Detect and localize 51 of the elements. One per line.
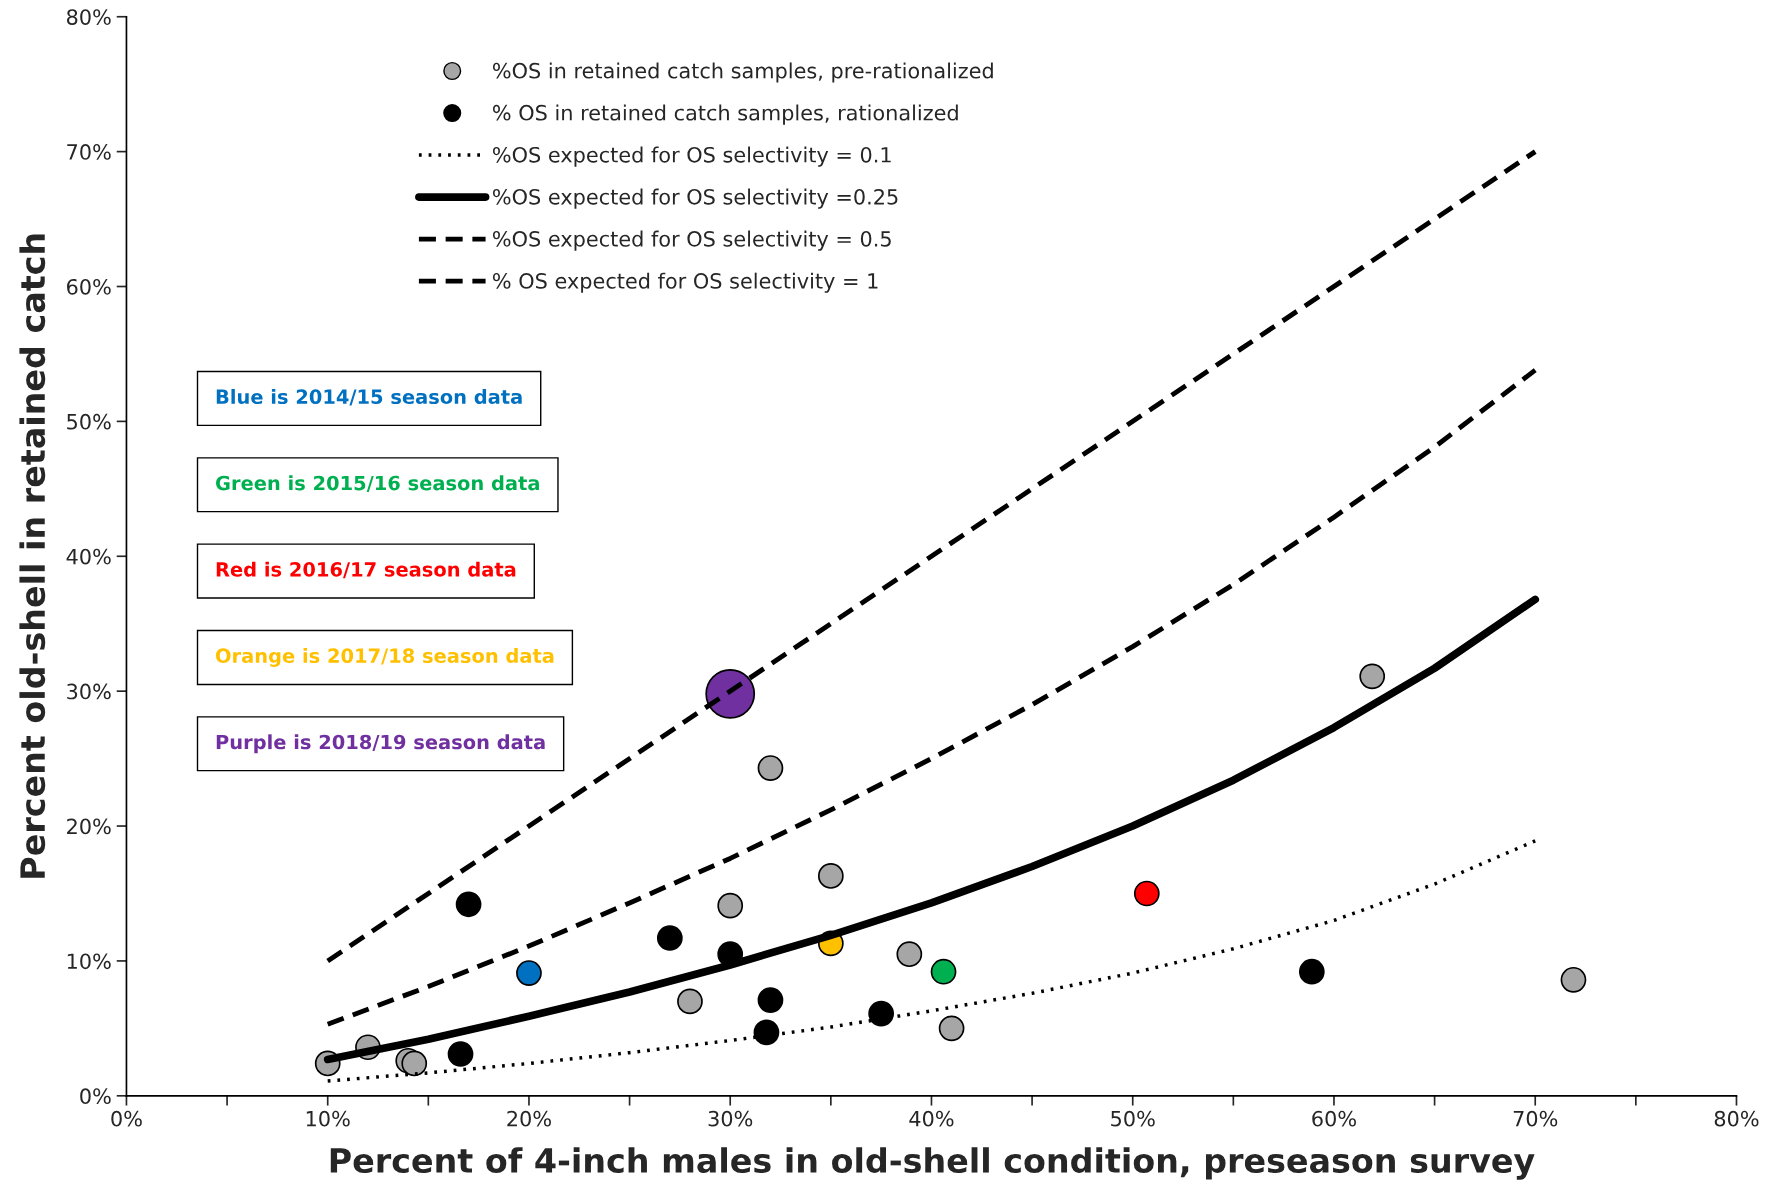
line-series: [325, 839, 1537, 1083]
text: Blue is 2014/15 season data: [216, 389, 522, 406]
y-tick-label: 10%: [67, 953, 111, 970]
legend-label: % OS in retained catch samples, rationalized: [492, 104, 958, 125]
x-tick-label: 50%: [1111, 1110, 1155, 1127]
point: [753, 1019, 780, 1046]
point: [757, 755, 784, 781]
x-tick-label: 80%: [1714, 1110, 1759, 1127]
text: Red is 2016/17 season data: [216, 561, 516, 579]
x-tick-label: 60%: [1312, 1110, 1356, 1127]
point: [930, 958, 957, 985]
point: [447, 1041, 474, 1067]
point: [401, 1050, 428, 1077]
x-tick-label: 10%: [306, 1110, 350, 1127]
x-tick-label: 20%: [507, 1110, 551, 1127]
point: [1359, 663, 1386, 690]
point: [868, 1000, 895, 1027]
legend-label: %OS expected for OS selectivity =0.25: [492, 188, 898, 209]
x-axis-title: Percent of 4-inch males in old-shell condition, preseason survey: [330, 1147, 1535, 1180]
y-tick-label: 40%: [66, 548, 111, 565]
point: [677, 988, 703, 1015]
y-tick-label: 50%: [67, 413, 111, 430]
legend-label: %OS in retained catch samples, pre-rationalized: [492, 62, 993, 83]
point: [516, 960, 542, 986]
point: [817, 863, 844, 889]
point: [1560, 966, 1587, 993]
legend-label: %OS expected for OS selectivity = 0.5: [492, 230, 891, 251]
legend-label: % OS expected for OS selectivity = 1: [492, 272, 878, 293]
point: [1133, 880, 1160, 907]
x-tick-label: 0%: [111, 1110, 142, 1127]
x-tick-label: 40%: [909, 1110, 954, 1127]
text: Green is 2015/16 season data: [215, 475, 539, 492]
point: [1298, 958, 1325, 985]
y-tick-label: 20%: [67, 818, 111, 835]
y-tick-label: 0%: [80, 1088, 111, 1105]
point: [717, 892, 744, 919]
point: [455, 891, 482, 918]
x-tick-label: 70%: [1513, 1110, 1558, 1127]
x-tick-label: 30%: [708, 1110, 753, 1127]
point: [656, 925, 683, 951]
y-tick-label: 30%: [67, 683, 111, 700]
text: Orange is 2017/18 season data: [215, 647, 554, 667]
point: [938, 1015, 965, 1042]
y-axis-title: Percent old-shell in retained catch: [19, 234, 46, 878]
y-tick-label: 60%: [67, 278, 111, 295]
legend-label: %OS expected for OS selectivity = 0.1: [492, 146, 891, 167]
y-tick-label: 80%: [66, 9, 111, 25]
y-tick-label: 70%: [67, 144, 111, 160]
point: [757, 987, 784, 1013]
text: Purple is 2018/19 season data: [216, 734, 545, 754]
point: [896, 941, 923, 968]
